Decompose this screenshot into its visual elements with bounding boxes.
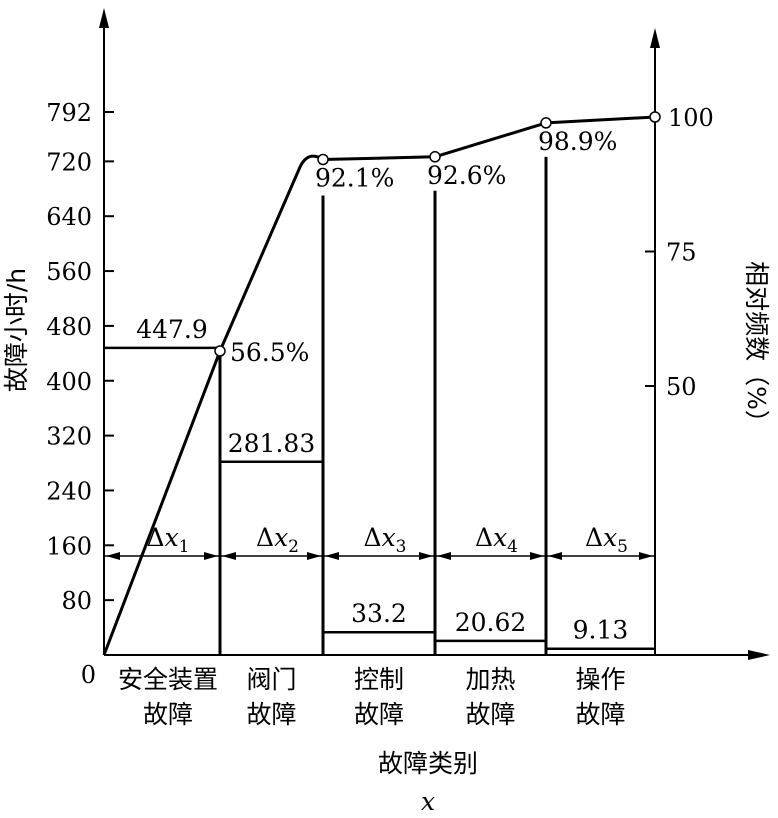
- y-tick-label-left: 640: [46, 203, 92, 231]
- y-tick-label-right: 75: [666, 239, 697, 267]
- interval-arrow-right: [639, 552, 653, 560]
- category-label: 故障: [575, 700, 625, 729]
- y-tick-label-right: 100: [668, 104, 714, 132]
- interval-label: Δx2: [256, 523, 299, 557]
- y-axis-left-arrow: [99, 8, 109, 28]
- interval-label: Δx5: [585, 523, 628, 557]
- cumulative-point: [540, 117, 552, 129]
- interval-arrow-left: [325, 552, 339, 560]
- interval-label: Δx4: [475, 523, 518, 557]
- bar-value-label: 447.9: [136, 315, 208, 344]
- y-axis-title-right: 相对频数（%）: [742, 261, 771, 435]
- labels-layer: 447.9 281.83 33.2 20.62 9.13 Δx1 Δx2 Δx3 Δx4 Δx5 5…: [118, 127, 628, 729]
- y-tick-label-left: 560: [46, 258, 92, 286]
- y-tick-label-left: 0: [81, 661, 96, 689]
- category-label: 控制: [354, 665, 404, 694]
- bar-value-label: 33.2: [351, 599, 407, 628]
- interval-arrow-right: [307, 552, 321, 560]
- interval-label: Δx3: [364, 523, 407, 557]
- x-axis-arrow: [748, 650, 770, 660]
- y-tick-label-right: 50: [666, 373, 697, 401]
- category-label: 故障: [246, 700, 296, 729]
- bars-layer: [104, 156, 655, 655]
- bar-value-label: 281.83: [228, 429, 315, 458]
- interval-arrow-left: [548, 552, 562, 560]
- y-tick-label-left: 400: [46, 368, 92, 396]
- cumulative-point: [317, 153, 329, 166]
- interval-arrow-left: [222, 552, 236, 560]
- cumulative-curve-layer: [102, 111, 661, 656]
- cumulative-percent-label: 56.5%: [230, 338, 309, 367]
- interval-arrow-right: [204, 552, 218, 560]
- y-tick-label-left: 80: [61, 587, 92, 615]
- category-label: 故障: [354, 700, 404, 729]
- category-label: 阀门: [246, 665, 296, 694]
- interval-arrow-left: [437, 552, 451, 560]
- category-label: 故障: [143, 700, 193, 729]
- y-tick-label-left: 720: [46, 148, 92, 176]
- y-axis-title-left: 故障小时/h: [2, 268, 31, 392]
- interval-arrow-right: [419, 552, 433, 560]
- interval-arrow-left: [106, 552, 120, 560]
- bar-value-label: 9.13: [573, 616, 629, 645]
- interval-label: Δx1: [147, 523, 190, 557]
- category-label: 故障: [465, 700, 515, 729]
- y-tick-label-left: 160: [46, 532, 92, 560]
- category-label: 操作: [575, 665, 625, 694]
- y-tick-label-left: 240: [46, 477, 92, 505]
- cumulative-point: [429, 151, 441, 163]
- cumulative-percent-label: 92.6%: [427, 161, 506, 190]
- cumulative-point: [649, 111, 661, 123]
- x-axis-title: 故障类别: [378, 749, 478, 778]
- y-tick-label-left: 792: [46, 99, 92, 127]
- cumulative-line: [102, 115, 656, 656]
- cumulative-percent-label: 98.9%: [538, 127, 617, 156]
- y-axis-right-arrow: [650, 28, 660, 48]
- category-label: 安全装置: [118, 665, 218, 694]
- cumulative-percent-label: 92.1%: [315, 164, 394, 193]
- y-tick-label-left: 480: [46, 313, 92, 341]
- bar-value-label: 20.62: [455, 608, 527, 637]
- category-label: 加热: [465, 665, 515, 694]
- x-axis-variable: x: [421, 787, 435, 816]
- interval-arrow-right: [530, 552, 544, 560]
- y-tick-label-left: 320: [46, 423, 92, 451]
- cumulative-point: [214, 345, 226, 357]
- axes-layer: 0 80 160 240 320 400 480 560 640 720 792 50 75 100: [46, 8, 770, 689]
